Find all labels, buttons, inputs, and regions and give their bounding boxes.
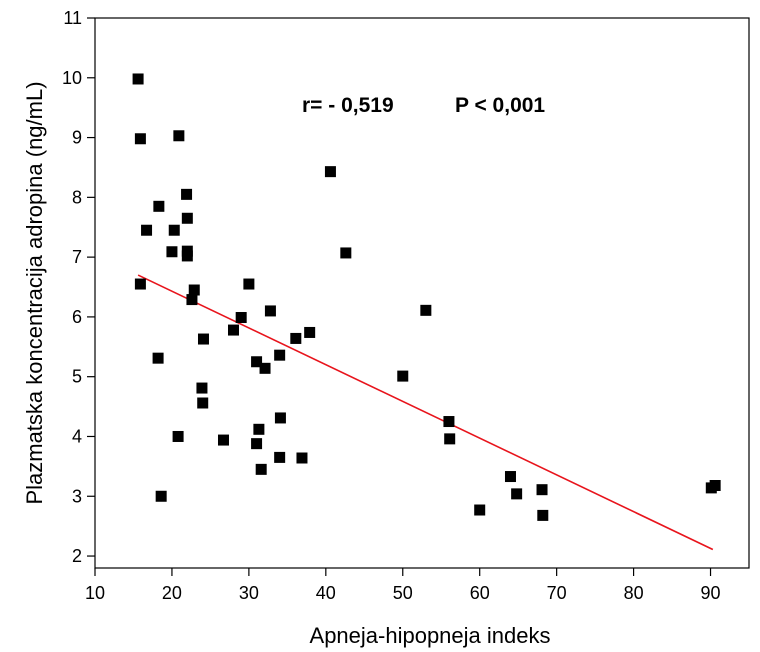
- x-tick-label: 10: [85, 583, 105, 603]
- data-point: [134, 133, 146, 145]
- y-tick-label: 5: [72, 367, 82, 387]
- y-axis-title: Plazmatska koncentracija adropina (ng/mL…: [22, 81, 47, 504]
- data-point: [511, 488, 523, 500]
- x-axis-ticks: 10 20 30 40 50 60 70 80 90: [85, 568, 721, 603]
- data-point: [504, 471, 516, 483]
- y-tick-label: 11: [63, 8, 82, 28]
- data-point: [168, 224, 180, 236]
- x-tick-label: 80: [624, 583, 644, 603]
- y-tick-label: 2: [72, 546, 82, 566]
- y-tick-label: 6: [72, 307, 82, 327]
- data-point: [264, 305, 276, 317]
- data-point: [132, 73, 144, 85]
- data-point: [304, 326, 316, 338]
- y-tick-label: 9: [72, 128, 82, 148]
- data-point: [443, 416, 455, 428]
- data-point: [181, 188, 193, 200]
- data-point: [290, 332, 302, 344]
- data-point: [474, 504, 486, 516]
- y-tick-label: 3: [72, 486, 82, 506]
- y-axis-ticks: 2 3 4 5 6 7 8 9 10 11: [62, 8, 95, 566]
- data-point: [172, 430, 184, 442]
- data-point: [274, 451, 286, 463]
- data-point: [217, 434, 229, 446]
- data-point: [227, 324, 239, 336]
- data-point: [274, 412, 286, 424]
- data-point: [251, 356, 263, 368]
- x-tick-label: 60: [470, 583, 490, 603]
- x-tick-label: 30: [239, 583, 259, 603]
- data-point: [253, 423, 265, 435]
- data-point: [197, 397, 209, 409]
- data-point: [324, 166, 336, 178]
- data-point: [197, 333, 209, 345]
- data-point: [181, 250, 193, 262]
- data-point: [243, 278, 255, 290]
- data-points: [132, 73, 721, 521]
- y-tick-label: 7: [72, 247, 82, 267]
- data-point: [155, 490, 167, 502]
- data-point: [397, 370, 409, 382]
- data-point: [709, 480, 721, 491]
- x-tick-label: 40: [316, 583, 336, 603]
- data-point: [420, 304, 432, 316]
- regression-line: [137, 274, 714, 551]
- data-point: [255, 463, 267, 475]
- x-tick-label: 70: [547, 583, 567, 603]
- data-point: [537, 509, 549, 521]
- data-point: [186, 294, 198, 306]
- data-point: [536, 484, 548, 496]
- x-tick-label: 20: [162, 583, 182, 603]
- x-tick-label: 50: [393, 583, 413, 603]
- y-tick-label: 10: [62, 68, 82, 88]
- data-point: [296, 452, 308, 464]
- data-point: [444, 433, 456, 445]
- correlation-annotation: r= - 0,519: [302, 94, 394, 117]
- p-value-annotation: P < 0,001: [455, 94, 545, 117]
- data-point: [259, 362, 271, 374]
- data-point: [141, 224, 153, 236]
- data-point: [152, 352, 164, 364]
- data-point: [188, 284, 200, 296]
- data-point: [134, 278, 146, 290]
- data-point: [181, 212, 193, 224]
- data-point: [196, 382, 208, 394]
- y-tick-label: 8: [72, 187, 82, 207]
- x-tick-label: 90: [701, 583, 721, 603]
- plot-frame: [94, 17, 750, 569]
- data-point: [235, 312, 247, 324]
- y-tick-label: 4: [72, 426, 82, 446]
- data-point: [340, 247, 352, 259]
- data-point: [153, 200, 165, 212]
- data-point: [166, 246, 178, 258]
- data-point: [251, 438, 263, 450]
- data-point: [173, 130, 185, 142]
- data-point: [274, 349, 286, 361]
- x-axis-title: Apneja-hipopneja indeks: [310, 623, 551, 648]
